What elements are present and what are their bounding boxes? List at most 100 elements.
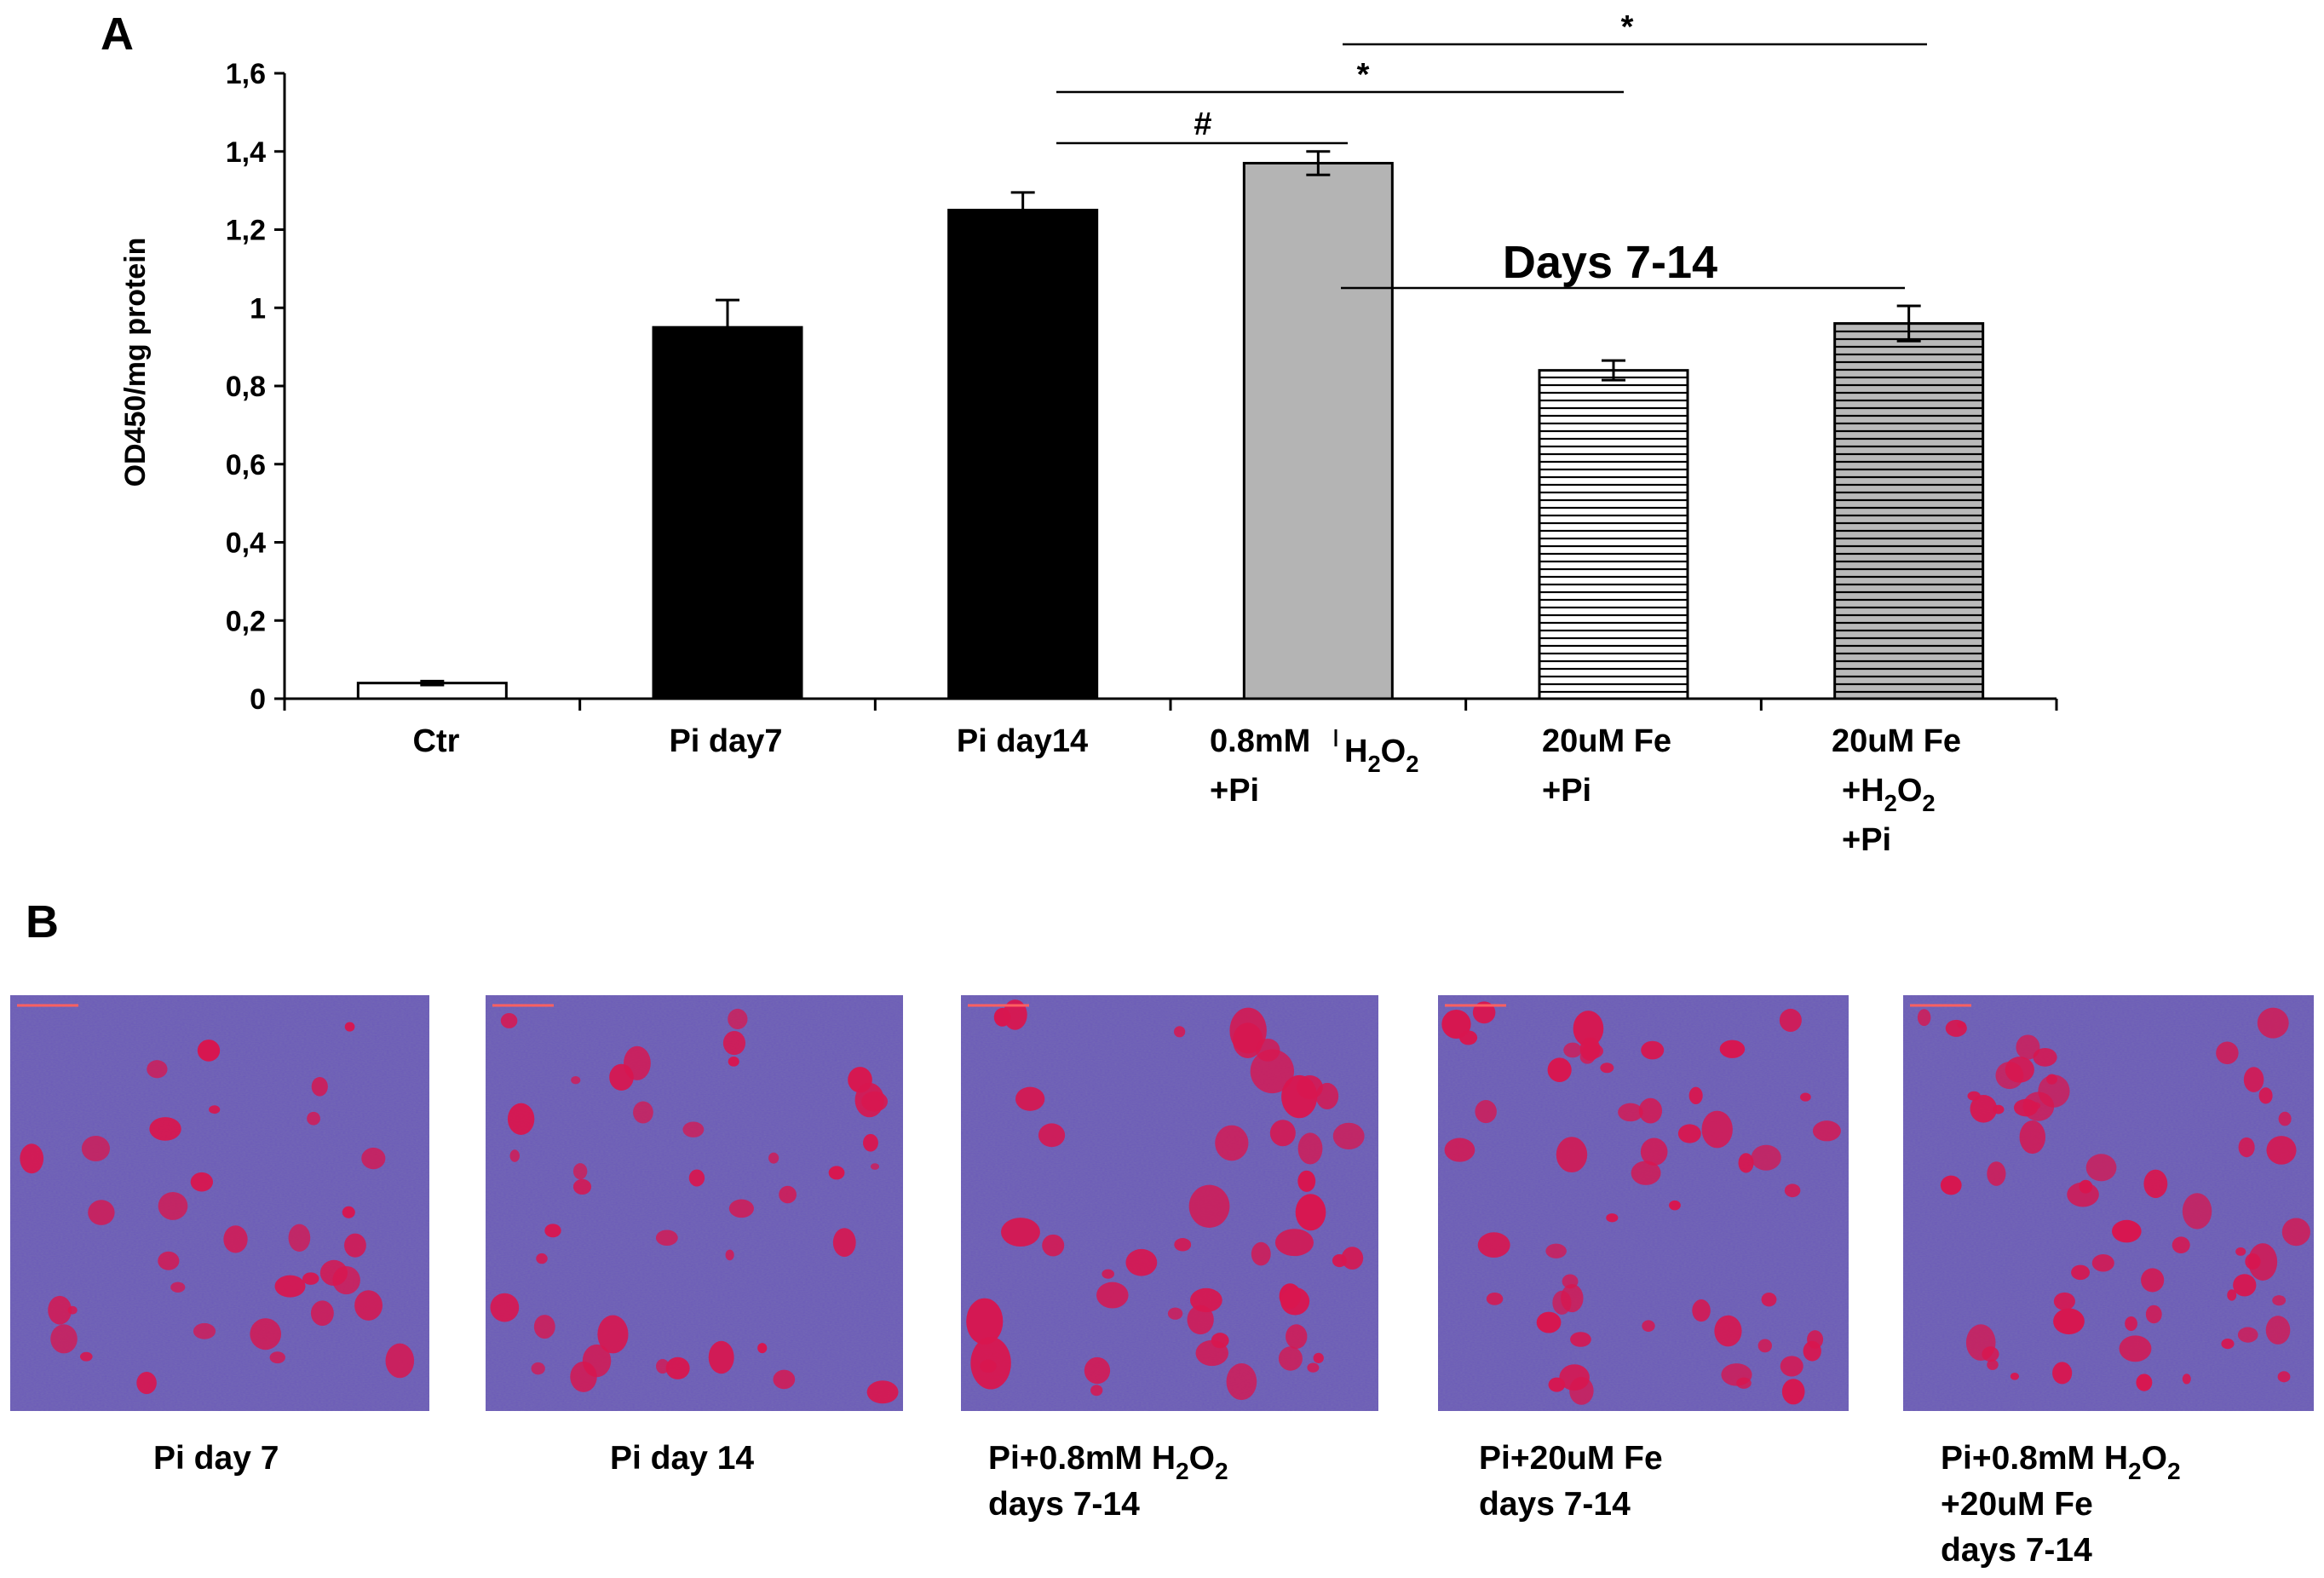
stained-nodule xyxy=(88,1200,115,1225)
y-axis-label: OD450/mg protein xyxy=(119,238,152,487)
stained-nodule xyxy=(361,1147,386,1170)
stained-nodule xyxy=(2033,1047,2057,1067)
stained-nodule xyxy=(1286,1324,1308,1350)
stained-nodule xyxy=(2237,1327,2258,1343)
stained-nodule xyxy=(1280,1287,1310,1316)
stained-nodule xyxy=(1692,1299,1711,1322)
stained-nodule xyxy=(708,1340,734,1374)
stained-nodule xyxy=(344,1022,355,1032)
stained-nodule xyxy=(1779,1008,1802,1032)
stained-nodule xyxy=(500,1012,518,1028)
label-line: 0.8mM xyxy=(1210,723,1310,759)
stained-nodule xyxy=(2143,1169,2168,1199)
stained-nodule xyxy=(2053,1292,2075,1310)
stained-nodule xyxy=(1987,1359,1999,1370)
stained-nodule xyxy=(728,1008,748,1029)
micrograph-4 xyxy=(1438,995,1849,1411)
y-tick-label: 0 xyxy=(250,683,266,716)
micrograph-panels xyxy=(10,995,2314,1411)
days-bracket-label: Days 7-14 xyxy=(1503,237,1717,288)
stained-nodule xyxy=(832,1228,856,1258)
stained-nodule xyxy=(1475,1100,1497,1124)
stained-nodule xyxy=(1641,1040,1665,1060)
significance-symbol: * xyxy=(1357,57,1370,93)
stained-nodule xyxy=(1548,1377,1566,1392)
stained-nodule xyxy=(1444,1137,1476,1162)
stained-nodule xyxy=(354,1290,383,1321)
stained-nodule xyxy=(2227,1289,2237,1301)
stained-nodule xyxy=(1297,1170,1316,1192)
bar-5 xyxy=(1833,322,1985,700)
stained-nodule xyxy=(768,1152,779,1164)
panel-b-letter: B xyxy=(26,896,59,947)
stained-nodule xyxy=(1993,1104,2005,1114)
stained-nodule xyxy=(2091,1254,2114,1272)
stained-nodule xyxy=(1569,1376,1594,1405)
stained-nodule xyxy=(385,1343,415,1379)
stained-nodule xyxy=(1536,1311,1562,1333)
y-axis: 0 0,2 0,4 0,6 0,8 1 1,2 1,4 1,6 xyxy=(226,58,286,716)
stained-nodule xyxy=(136,1372,157,1395)
stained-nodule xyxy=(1001,1218,1040,1247)
stained-nodule xyxy=(1780,1356,1803,1377)
label-line: days 7-14 xyxy=(1479,1486,1631,1523)
stained-nodule xyxy=(1255,1038,1280,1062)
stained-nodule xyxy=(1084,1356,1111,1385)
stained-nodule xyxy=(1570,1332,1591,1347)
bar-3 xyxy=(1242,162,1394,700)
stained-nodule xyxy=(2085,1154,2117,1182)
stained-nodule xyxy=(1957,1022,1966,1028)
stained-nodule xyxy=(1269,1120,1296,1147)
stained-nodule xyxy=(1545,1243,1567,1258)
micrograph-3 xyxy=(961,995,1378,1411)
stained-nodule xyxy=(1441,1009,1471,1040)
stained-nodule xyxy=(223,1225,248,1253)
stained-nodule xyxy=(1970,1094,1998,1123)
stained-nodule xyxy=(773,1369,796,1390)
stained-nodule xyxy=(1987,1161,2006,1186)
label-line: Pi day7 xyxy=(669,723,782,759)
stained-nodule xyxy=(197,1040,221,1062)
stained-nodule xyxy=(597,1315,629,1354)
stained-nodule xyxy=(1784,1184,1801,1198)
stained-nodule xyxy=(2216,1041,2239,1065)
stained-nodule xyxy=(688,1169,705,1187)
stained-nodule xyxy=(863,1133,878,1152)
stained-nodule xyxy=(682,1121,705,1137)
significance-symbol: * xyxy=(1621,9,1634,45)
stained-nodule xyxy=(1274,1229,1314,1257)
stained-nodule xyxy=(2112,1219,2142,1243)
stained-nodule xyxy=(1736,1377,1752,1389)
stained-nodule xyxy=(2071,1264,2091,1281)
stained-nodule xyxy=(1038,1123,1066,1148)
stained-nodule xyxy=(757,1343,768,1354)
label-line: +Pi xyxy=(1210,773,1259,809)
stained-nodule xyxy=(1812,1120,1841,1142)
micrograph-5 xyxy=(1903,995,2314,1411)
y-tick-label: 1,4 xyxy=(226,136,266,169)
stained-nodule xyxy=(1226,1362,1257,1401)
micrograph-1 xyxy=(10,995,429,1411)
stained-nodule xyxy=(572,1163,588,1180)
label-line: days 7-14 xyxy=(988,1486,1140,1523)
significance-brackets: # * * Days 7-14 xyxy=(1056,9,1927,290)
bar-1 xyxy=(652,325,803,700)
stained-nodule xyxy=(311,1076,328,1097)
stained-nodule xyxy=(828,1166,845,1180)
stained-nodule xyxy=(2067,1182,2099,1207)
label-line: +Pi xyxy=(1542,773,1591,809)
stained-nodule xyxy=(1251,1241,1271,1266)
stained-nodule xyxy=(1701,1110,1733,1149)
stained-nodule xyxy=(1579,1037,1601,1062)
y-tick-label: 1,6 xyxy=(226,58,266,90)
stained-nodule xyxy=(1556,1137,1588,1173)
stained-nodule xyxy=(2266,1136,2297,1165)
stained-nodule xyxy=(2016,1034,2040,1060)
y-tick-label: 0,8 xyxy=(226,371,266,403)
label-line: +H2O2 xyxy=(1842,773,1936,816)
stained-nodule xyxy=(544,1224,561,1238)
stained-nodule xyxy=(656,1359,670,1374)
label-line: H2O2 xyxy=(1344,734,1418,777)
stained-nodule xyxy=(1459,1030,1478,1045)
stained-nodule xyxy=(1341,1247,1364,1270)
